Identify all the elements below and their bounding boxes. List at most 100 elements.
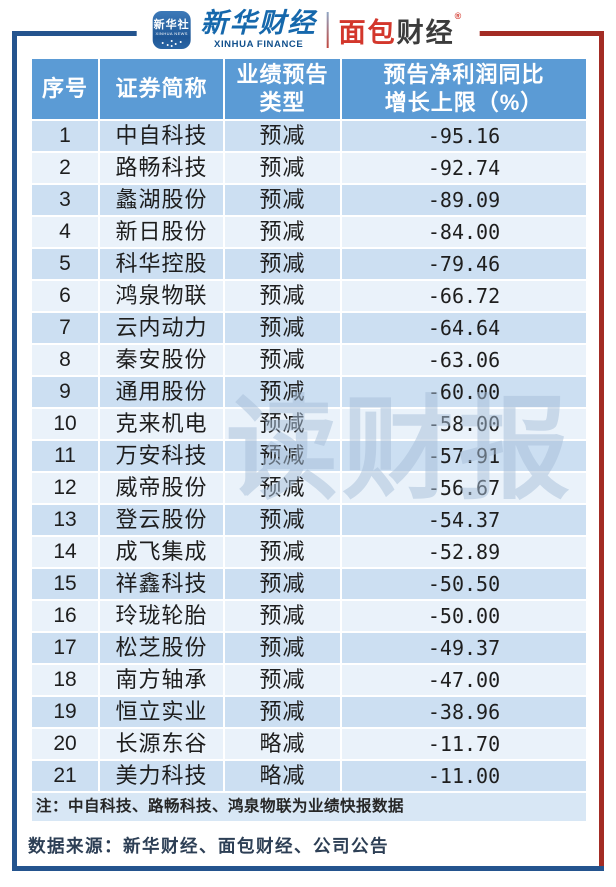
table-row: 21 美力科技 略减 -11.00 — [30, 759, 588, 793]
security-name: 路畅科技 — [98, 151, 225, 185]
column-header: 序号 — [30, 57, 100, 121]
growth-upper-limit: -84.00 — [340, 215, 588, 249]
constellation-dots-icon — [170, 39, 173, 42]
security-name: 长源东谷 — [98, 727, 225, 761]
table-row: 5 科华控股 预减 -79.46 — [30, 247, 588, 281]
security-name: 鸿泉物联 — [98, 279, 225, 313]
growth-upper-limit: -95.16 — [340, 119, 588, 153]
note-row: 注：中自科技、路畅科技、鸿泉物联为业绩快报数据 — [30, 791, 588, 823]
growth-upper-limit: -50.00 — [340, 599, 588, 633]
forecast-type: 预减 — [223, 631, 342, 665]
forecast-type: 预减 — [223, 183, 342, 217]
frame-border-bottom — [12, 866, 604, 871]
table-row: 17 松芝股份 预减 -49.37 — [30, 631, 588, 665]
forecast-type: 略减 — [223, 727, 342, 761]
row-index: 8 — [30, 343, 100, 377]
table-body: 1 中自科技 预减 -95.16 2 路畅科技 预减 -92.74 3 蠡湖股份 预减 -89.09 4… — [30, 119, 588, 823]
column-header: 预告净利润同比 增长上限（%） — [340, 57, 588, 121]
row-index: 2 — [30, 151, 100, 185]
security-name: 南方轴承 — [98, 663, 225, 697]
row-index: 11 — [30, 439, 100, 473]
forecast-type: 预减 — [223, 119, 342, 153]
security-name: 通用股份 — [98, 375, 225, 409]
bread-finance-logo-right: 财经 — [396, 17, 455, 48]
growth-upper-limit: -11.00 — [340, 759, 588, 793]
security-name: 成飞集成 — [98, 535, 225, 569]
forecast-type: 预减 — [223, 599, 342, 633]
table-row: 2 路畅科技 预减 -92.74 — [30, 151, 588, 185]
forecast-type: 预减 — [223, 407, 342, 441]
table-header: 序号 证券简称 业绩预告 类型 预告净利润同比 增长上限（%） — [30, 57, 588, 121]
forecast-type: 略减 — [223, 759, 342, 793]
growth-upper-limit: -11.70 — [340, 727, 588, 761]
forecast-table: 序号 证券简称 业绩预告 类型 预告净利润同比 增长上限（%） 1 中自科技 预减 -95.16… — [30, 57, 588, 823]
table-row: 18 南方轴承 预减 -47.00 — [30, 663, 588, 697]
table-row: 1 中自科技 预减 -95.16 — [30, 119, 588, 153]
growth-upper-limit: -89.09 — [340, 183, 588, 217]
growth-upper-limit: -79.46 — [340, 247, 588, 281]
row-index: 10 — [30, 407, 100, 441]
forecast-type: 预减 — [223, 439, 342, 473]
security-name: 蠡湖股份 — [98, 183, 225, 217]
table-row: 19 恒立实业 预减 -38.96 — [30, 695, 588, 729]
registered-trademark-icon: ® — [454, 10, 464, 21]
row-index: 20 — [30, 727, 100, 761]
row-index: 17 — [30, 631, 100, 665]
forecast-type: 预减 — [223, 471, 342, 505]
growth-upper-limit: -38.96 — [340, 695, 588, 729]
xinhua-news-icon-sublabel: XINHUA NEWS — [155, 30, 188, 36]
row-index: 19 — [30, 695, 100, 729]
growth-upper-limit: -49.37 — [340, 631, 588, 665]
security-name: 祥鑫科技 — [98, 567, 225, 601]
row-index: 3 — [30, 183, 100, 217]
security-name: 登云股份 — [98, 503, 225, 537]
logo-bar: 新华社 XINHUA NEWS 新华财经 XINHUA FINANCE 面包财经… — [136, 5, 480, 55]
growth-upper-limit: -56.67 — [340, 471, 588, 505]
xinhua-finance-logo: 新华财经 XINHUA FINANCE — [200, 8, 317, 51]
column-header: 业绩预告 类型 — [223, 57, 342, 121]
security-name: 玲珑轮胎 — [98, 599, 225, 633]
forecast-type: 预减 — [223, 695, 342, 729]
security-name: 中自科技 — [98, 119, 225, 153]
growth-upper-limit: -52.89 — [340, 535, 588, 569]
row-index: 7 — [30, 311, 100, 345]
security-name: 威帝股份 — [98, 471, 225, 505]
forecast-type: 预减 — [223, 343, 342, 377]
table-row: 8 秦安股份 预减 -63.06 — [30, 343, 588, 377]
data-source-line: 数据来源：新华财经、面包财经、公司公告 — [28, 836, 389, 856]
table-note: 注：中自科技、路畅科技、鸿泉物联为业绩快报数据 — [30, 791, 588, 823]
xinhua-finance-logo-en: XINHUA FINANCE — [214, 39, 304, 50]
row-index: 9 — [30, 375, 100, 409]
forecast-type: 预减 — [223, 215, 342, 249]
column-header: 证券简称 — [98, 57, 225, 121]
forecast-type: 预减 — [223, 247, 342, 281]
row-index: 15 — [30, 567, 100, 601]
table-row: 6 鸿泉物联 预减 -66.72 — [30, 279, 588, 313]
forecast-type: 预减 — [223, 567, 342, 601]
row-index: 13 — [30, 503, 100, 537]
table-row: 11 万安科技 预减 -57.91 — [30, 439, 588, 473]
table-row: 10 克来机电 预减 -58.00 — [30, 407, 588, 441]
row-index: 16 — [30, 599, 100, 633]
forecast-type: 预减 — [223, 311, 342, 345]
forecast-type: 预减 — [223, 535, 342, 569]
growth-upper-limit: -64.64 — [340, 311, 588, 345]
forecast-type: 预减 — [223, 663, 342, 697]
growth-upper-limit: -47.00 — [340, 663, 588, 697]
security-name: 云内动力 — [98, 311, 225, 345]
table-row: 3 蠡湖股份 预减 -89.09 — [30, 183, 588, 217]
xinhua-finance-logo-cn: 新华财经 — [200, 8, 317, 38]
bread-finance-logo: 面包财经® — [339, 11, 464, 50]
security-name: 新日股份 — [98, 215, 225, 249]
row-index: 6 — [30, 279, 100, 313]
bread-finance-logo-left: 面包 — [338, 17, 397, 48]
growth-upper-limit: -50.50 — [340, 567, 588, 601]
row-index: 18 — [30, 663, 100, 697]
table-row: 4 新日股份 预减 -84.00 — [30, 215, 588, 249]
row-index: 12 — [30, 471, 100, 505]
growth-upper-limit: -54.37 — [340, 503, 588, 537]
row-index: 5 — [30, 247, 100, 281]
growth-upper-limit: -66.72 — [340, 279, 588, 313]
security-name: 万安科技 — [98, 439, 225, 473]
forecast-type: 预减 — [223, 279, 342, 313]
